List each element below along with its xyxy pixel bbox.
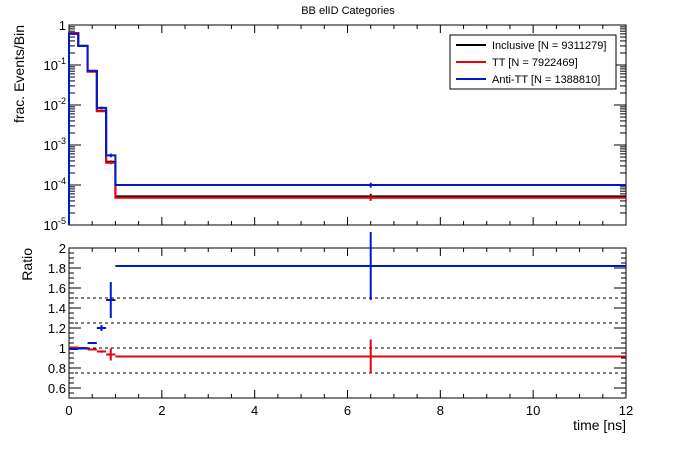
top-y-axis-label: frac. Events/Bin: [11, 25, 27, 123]
top-y-tick-label: 10-5: [44, 216, 66, 233]
bottom-y-tick-label: 2: [59, 241, 66, 256]
bottom-y-tick-label: 1: [59, 341, 66, 356]
x-tick-label: 4: [251, 403, 258, 418]
top-y-tick-label: 10-4: [44, 176, 66, 193]
x-tick-label: 12: [619, 403, 633, 418]
top-axis-ticks: 1 10-1 10-2 10-3 10-4 10-5: [44, 18, 627, 233]
series-line-antitt: [68, 32, 626, 225]
legend-label-tt: TT [N = 7922469]: [492, 57, 578, 69]
x-tick-label: 2: [158, 403, 165, 418]
top-panel: 1 10-1 10-2 10-3 10-4 10-5 frac. Events/Bin I…: [11, 18, 627, 233]
bottom-y-tick-label: 1.4: [48, 301, 66, 316]
x-tick-label: 6: [344, 403, 351, 418]
legend-label-antitt: Anti-TT [N = 1388810]: [492, 74, 600, 86]
bottom-axis-ticks: 0 2 4 6 8 10 12 0.6 0.8 1 1.2 1.4 1.6 1.8 2: [48, 241, 633, 418]
x-tick-label: 8: [437, 403, 444, 418]
bottom-panel: 0 2 4 6 8 10 12 0.6 0.8 1 1.2 1.4 1.6 1.8 2 Ratio time…: [19, 232, 633, 433]
bottom-series-group: [69, 232, 626, 374]
top-y-tick-label: 1: [59, 18, 66, 33]
top-y-tick-label: 10-1: [44, 56, 66, 73]
reference-lines: [69, 297, 626, 374]
bottom-y-tick-label: 0.8: [48, 361, 66, 376]
x-tick-label: 0: [65, 403, 72, 418]
bottom-y-tick-label: 1.6: [48, 281, 66, 296]
legend: Inclusive [N = 9311279] TT [N = 7922469] A…: [449, 34, 617, 90]
x-tick-label: 10: [526, 403, 540, 418]
bottom-y-axis-label: Ratio: [19, 248, 35, 281]
top-series-group: [68, 32, 626, 225]
top-y-tick-label: 10-3: [44, 136, 66, 153]
bottom-y-tick-label: 0.6: [48, 381, 66, 396]
legend-label-inclusive: Inclusive [N = 9311279]: [492, 40, 606, 52]
top-y-tick-label: 10-2: [44, 96, 66, 113]
bottom-y-tick-label: 1.2: [48, 321, 66, 336]
bottom-y-tick-label: 1.8: [48, 261, 66, 276]
chart-title: BB elID Categories: [301, 5, 395, 17]
x-axis-label: time [ns]: [573, 417, 626, 433]
